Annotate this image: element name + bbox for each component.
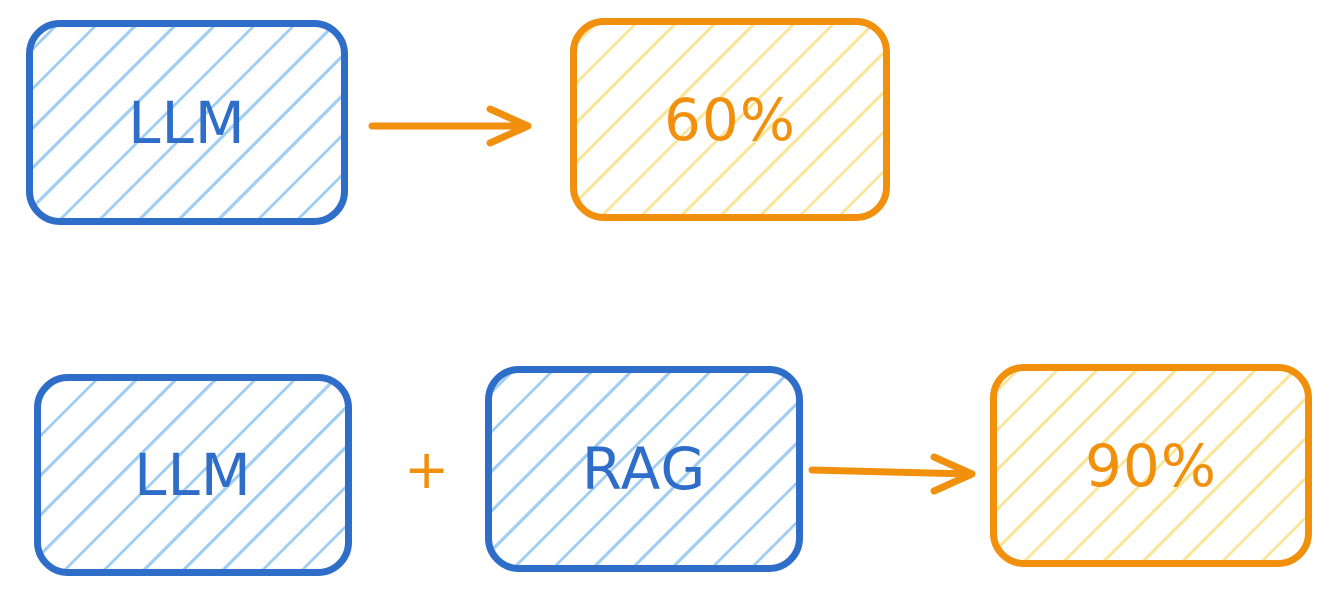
row2-rag-label: RAG bbox=[581, 435, 707, 503]
row1-arrow-icon bbox=[368, 105, 532, 147]
row2-result-label: 90% bbox=[1085, 431, 1217, 500]
row1-llm-label: LLM bbox=[128, 88, 246, 157]
row2-llm-box: LLM bbox=[34, 374, 352, 576]
row2-arrow-icon bbox=[808, 453, 976, 495]
row1-result-box: 60% bbox=[570, 18, 890, 221]
plus-sign: + bbox=[404, 438, 450, 501]
row1-llm-box: LLM bbox=[26, 20, 348, 225]
row2-rag-box: RAG bbox=[485, 366, 803, 572]
row2-result-box: 90% bbox=[990, 364, 1312, 567]
row1-result-label: 60% bbox=[664, 85, 796, 154]
row2-llm-label: LLM bbox=[134, 441, 252, 509]
